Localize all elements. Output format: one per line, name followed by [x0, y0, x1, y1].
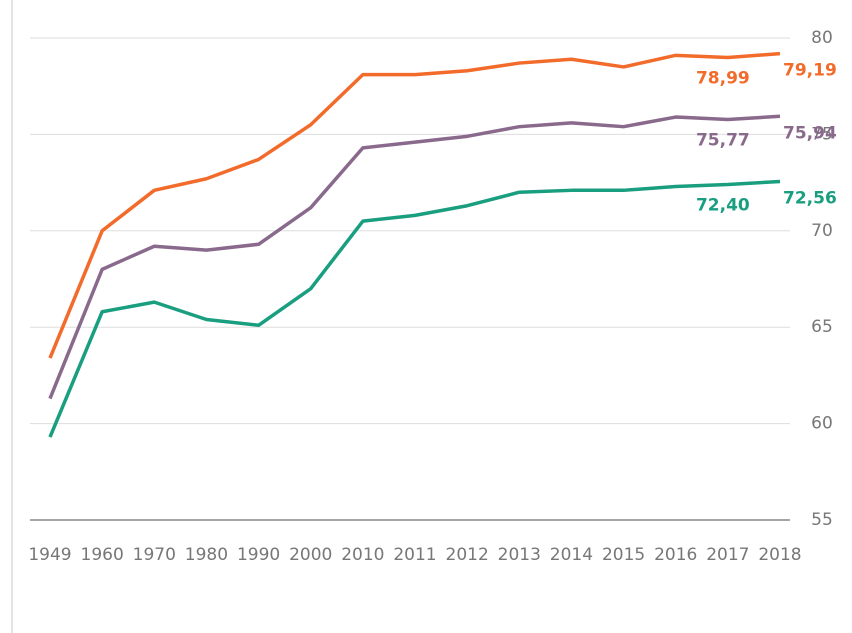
y-tick-label: 75 [811, 124, 833, 144]
series-line [48, 51, 781, 359]
series-line [48, 114, 781, 400]
y-tick-label: 65 [811, 317, 833, 337]
x-tick-label: 1949 [28, 545, 71, 565]
value-label: 75,77 [696, 131, 750, 151]
y-tick-label: 55 [811, 510, 833, 530]
x-tick-label: 2000 [289, 545, 332, 565]
value-label: 72,40 [696, 196, 750, 216]
value-label: 79,19 [783, 61, 837, 81]
y-tick-label: 70 [811, 221, 833, 241]
x-tick-label: 2012 [446, 545, 489, 565]
series-line [48, 179, 781, 438]
value-label: 72,56 [783, 188, 837, 208]
y-tick-label: 80 [811, 28, 833, 48]
x-tick-label: 2016 [654, 545, 697, 565]
y-tick-label: 60 [811, 414, 833, 434]
x-tick-label: 2011 [393, 545, 436, 565]
x-tick-label: 2010 [341, 545, 384, 565]
x-tick-label: 1970 [133, 545, 176, 565]
x-tick-label: 1980 [185, 545, 228, 565]
x-tick-label: 1960 [81, 545, 124, 565]
value-label: 75,94 [783, 123, 837, 143]
value-label: 78,99 [696, 68, 750, 88]
x-tick-label: 2017 [706, 545, 749, 565]
x-tick-label: 2013 [498, 545, 541, 565]
x-tick-label: 1990 [237, 545, 280, 565]
x-tick-label: 2018 [758, 545, 801, 565]
x-tick-label: 2015 [602, 545, 645, 565]
x-tick-label: 2014 [550, 545, 593, 565]
